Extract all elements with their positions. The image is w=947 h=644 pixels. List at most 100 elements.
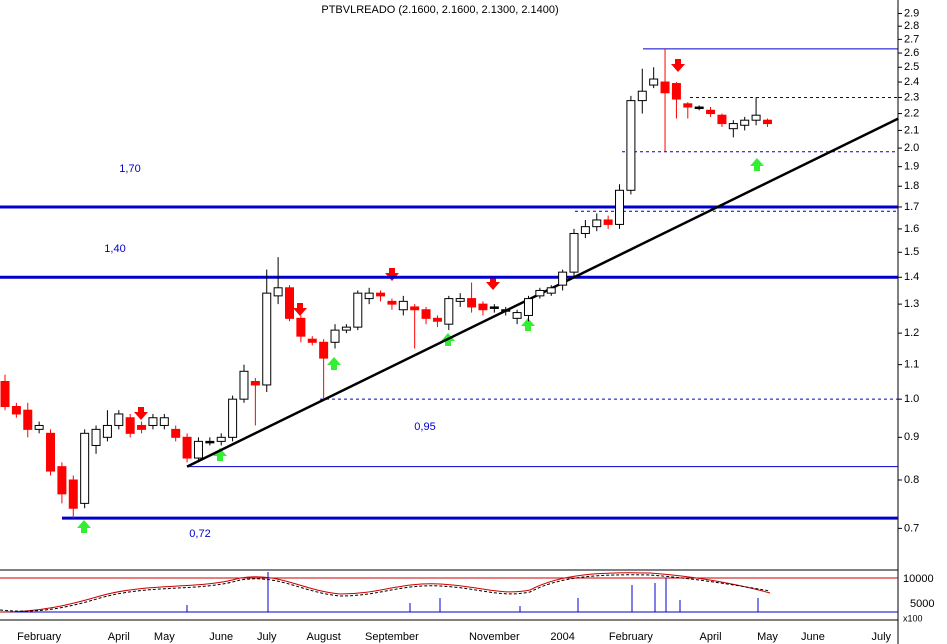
chart-title: PTBVLREADO (2.1600, 2.1600, 2.1300, 2.14… [321,4,558,16]
candle-body [467,298,477,308]
candle-body [262,292,272,386]
candle-body [68,479,78,509]
candle-body [558,271,568,286]
candle-body [250,380,260,386]
candle-body [148,417,158,426]
x-tick-label: February [609,631,654,643]
x-tick-label: August [307,631,341,643]
candle-body [341,326,351,331]
volume-bars [186,572,759,612]
candle-body [296,317,306,337]
sell-arrow [486,277,500,290]
candle-body [751,114,761,121]
y-tick-label: 2.3 [904,91,919,103]
oscillator [0,572,771,613]
x-tick-label: 2004 [550,631,574,643]
y-tick-label: 1.0 [904,393,919,405]
y-tick-label: 2.5 [904,61,919,73]
annotation: 0,95 [414,421,435,433]
candle-body [478,303,488,311]
sell-arrow [134,407,148,420]
volume-panel: 10000 5000 x100 [0,569,934,623]
candle-body [57,466,67,495]
level-label: 1,40 [104,243,125,255]
y-tick-label: 1.6 [904,223,919,235]
signals [77,59,764,533]
candle-body [717,114,727,125]
volume-tick-label: 5000 [910,598,934,610]
volume-unit: x100 [903,613,923,623]
y-tick-label: 0.9 [904,431,919,443]
x-tick-label: May [154,631,175,643]
candle-body [489,306,499,309]
candle-body [182,436,192,459]
candle-body [444,298,454,325]
candle-body [216,436,226,442]
candle-body [762,119,772,125]
candle-body [671,83,681,100]
y-tick-label: 0.8 [904,474,919,486]
x-tick-label: June [801,631,825,643]
buy-arrow [327,357,341,370]
x-tick-label: November [469,631,520,643]
level-label: 0,72 [189,528,210,540]
sell-arrow [385,268,399,281]
y-tick-label: 1.7 [904,201,919,213]
candle-body [580,226,590,234]
y-tick-label: 2.6 [904,47,919,59]
y-tick-label: 1.4 [904,271,919,283]
y-tick-label: 1.2 [904,327,919,339]
y-tick-label: 1.9 [904,161,919,173]
buy-arrow [77,520,91,533]
buy-arrow [750,158,764,171]
candle-body [307,338,317,343]
x-tick-label: July [871,631,891,643]
y-tick-label: 1.5 [904,246,919,258]
y-tick-label: 2.0 [904,142,919,154]
candle-body [546,287,556,294]
candle-body [239,370,249,400]
candle-body [330,329,340,343]
candle-body [285,287,294,319]
x-tick-label: April [700,631,722,643]
y-tick-label: 2.8 [904,20,919,32]
candle-body [410,306,420,311]
candle-body [11,405,21,415]
volume-tick-label: 10000 [903,573,934,585]
candle-body [455,298,465,302]
candle-body [353,292,363,328]
sell-arrow [671,59,685,72]
candle-body [660,81,670,94]
candle-body [421,309,431,319]
x-tick-label: September [365,631,419,643]
x-tick-label: July [257,631,277,643]
candle-body [523,298,533,316]
candle-body [364,292,374,300]
candle-body [205,440,215,444]
candle-body [273,287,283,297]
candle-body [319,341,329,359]
candle-body [91,428,101,446]
x-tick-label: May [757,631,778,643]
candle-body [694,106,704,110]
candle-body [637,90,647,102]
y-tick-label: 1.1 [904,359,919,371]
y-tick-label: 1.8 [904,180,919,192]
level-label: 1,70 [119,163,140,175]
candle-body [376,292,386,297]
candle-body [592,219,602,228]
candle-body [432,317,442,322]
oscillator-signal [0,574,771,612]
y-tick-label: 2.1 [904,124,919,136]
candle-body [603,219,613,225]
x-tick-label: June [209,631,233,643]
candle-body [193,440,203,459]
x-tick-label: February [17,631,62,643]
y-tick-label: 2.2 [904,107,919,119]
candle-body [512,312,522,319]
candle-body [80,432,90,504]
candle-body [34,424,44,430]
candle-body [615,189,625,225]
candle-body [728,123,738,130]
